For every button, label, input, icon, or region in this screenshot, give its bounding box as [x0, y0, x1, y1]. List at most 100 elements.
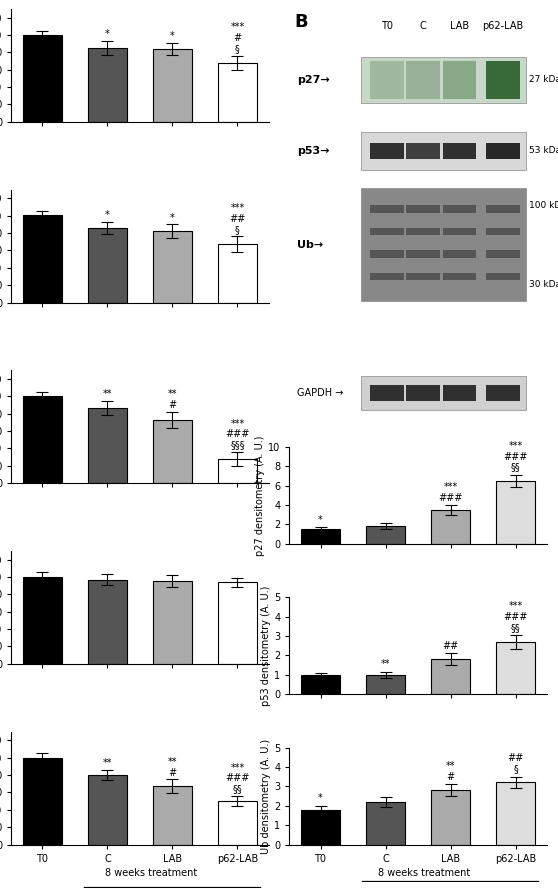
Text: 8 weeks treatment: 8 weeks treatment — [105, 869, 197, 878]
Bar — [442, 205, 476, 212]
Text: Ub→: Ub→ — [297, 240, 323, 250]
Text: **
#: ** # — [168, 389, 177, 410]
Bar — [406, 142, 440, 159]
Text: **
#: ** # — [446, 761, 455, 782]
Bar — [218, 801, 257, 845]
Bar — [496, 782, 535, 845]
Text: T0: T0 — [381, 21, 393, 31]
Text: 8 weeks treatment: 8 weeks treatment — [378, 869, 470, 878]
Text: ##: ## — [442, 641, 459, 651]
Bar — [406, 61, 440, 99]
Bar — [442, 61, 476, 99]
Text: *: * — [105, 210, 110, 220]
Bar — [371, 142, 404, 159]
Bar — [406, 205, 440, 212]
Bar — [442, 385, 476, 402]
Bar — [88, 580, 127, 664]
Text: ***
###
§§: *** ### §§ — [225, 763, 249, 794]
Bar — [371, 385, 404, 402]
Bar — [366, 675, 405, 694]
Bar — [88, 48, 127, 122]
Bar — [431, 790, 470, 845]
Bar — [487, 273, 520, 280]
Text: ***
###
§§: *** ### §§ — [503, 601, 528, 633]
Text: ***
###
§§: *** ### §§ — [503, 441, 528, 473]
Bar — [362, 57, 526, 103]
Bar — [153, 49, 192, 122]
Text: ***
##
§: *** ## § — [229, 204, 246, 235]
Bar — [431, 660, 470, 694]
Bar — [362, 132, 526, 170]
Text: ***
###
§§§: *** ### §§§ — [225, 419, 249, 450]
Bar — [366, 526, 405, 544]
Bar — [371, 61, 404, 99]
Bar — [487, 250, 520, 258]
Bar — [406, 250, 440, 258]
Bar — [88, 228, 127, 302]
Text: *: * — [170, 212, 175, 222]
Bar — [301, 810, 340, 845]
Text: *: * — [318, 515, 323, 525]
Bar — [218, 244, 257, 302]
Text: p62-LAB: p62-LAB — [483, 21, 524, 31]
Bar — [23, 215, 62, 302]
Text: **
#: ** # — [168, 757, 177, 778]
Text: 30 kDa: 30 kDa — [529, 280, 558, 289]
Bar — [362, 376, 526, 410]
Text: ##
§: ## § — [507, 753, 524, 774]
Text: 27 kDa: 27 kDa — [529, 76, 558, 84]
Bar — [23, 396, 62, 484]
Bar — [371, 205, 404, 212]
Bar — [442, 250, 476, 258]
Bar — [88, 408, 127, 484]
Bar — [218, 63, 257, 122]
Text: **: ** — [381, 660, 390, 669]
Bar — [487, 228, 520, 235]
Text: *: * — [170, 31, 175, 41]
Text: LAB: LAB — [450, 21, 469, 31]
Text: p53→: p53→ — [297, 146, 330, 156]
Text: B: B — [295, 13, 308, 31]
Bar — [496, 642, 535, 694]
Bar — [301, 529, 340, 544]
Bar — [366, 802, 405, 845]
Text: **: ** — [103, 758, 112, 768]
Bar — [487, 61, 520, 99]
Text: 53 kDa: 53 kDa — [529, 147, 558, 156]
Bar — [371, 250, 404, 258]
Bar — [487, 142, 520, 159]
Bar — [496, 481, 535, 544]
Text: p27→: p27→ — [297, 75, 330, 84]
Bar — [153, 231, 192, 302]
Bar — [442, 228, 476, 235]
Bar — [487, 205, 520, 212]
Bar — [362, 188, 526, 301]
Text: **: ** — [103, 388, 112, 399]
Bar — [218, 459, 257, 484]
Bar — [371, 273, 404, 280]
Text: ***
###: *** ### — [439, 482, 463, 502]
Bar — [218, 582, 257, 664]
Text: 100 kDa: 100 kDa — [529, 201, 558, 210]
Text: ***
#
§: *** # § — [230, 22, 244, 54]
Bar — [301, 675, 340, 694]
Text: *: * — [318, 793, 323, 804]
Bar — [442, 142, 476, 159]
Text: C: C — [420, 21, 427, 31]
Bar — [406, 273, 440, 280]
Text: GAPDH →: GAPDH → — [297, 388, 343, 398]
Bar — [406, 385, 440, 402]
Text: *: * — [105, 29, 110, 39]
Bar — [371, 228, 404, 235]
Bar — [153, 787, 192, 845]
Bar — [431, 510, 470, 544]
Y-axis label: p27 densitometry (A. U.): p27 densitometry (A. U.) — [255, 435, 265, 556]
Bar — [442, 273, 476, 280]
Bar — [23, 757, 62, 845]
Bar — [487, 385, 520, 402]
Bar — [88, 775, 127, 845]
Bar — [153, 581, 192, 664]
Bar — [406, 228, 440, 235]
Bar — [23, 577, 62, 664]
Y-axis label: p53 densitometry (A. U.): p53 densitometry (A. U.) — [261, 586, 271, 706]
